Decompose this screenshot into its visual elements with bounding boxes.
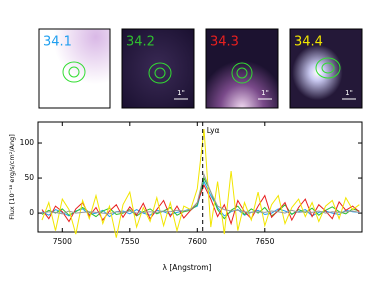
panel-label: 34.1 bbox=[43, 35, 72, 50]
x-tick-label: 7500 bbox=[53, 237, 72, 246]
panel-label: 34.2 bbox=[126, 35, 155, 50]
scale-label: 1" bbox=[345, 89, 353, 97]
y-tick-label: 0 bbox=[29, 208, 34, 217]
x-axis-label: λ [Angstrom] bbox=[163, 263, 212, 272]
spectrum-line bbox=[41, 172, 360, 215]
contour bbox=[321, 62, 335, 74]
contour bbox=[315, 57, 341, 79]
spectrum-line bbox=[41, 128, 360, 238]
contour bbox=[154, 67, 166, 79]
y-tick-label: 100 bbox=[20, 138, 35, 147]
y-axis-label: Flux [10⁻¹⁸ erg/s/cm²/Ang] bbox=[8, 134, 16, 219]
contour bbox=[231, 62, 253, 84]
x-tick-label: 7550 bbox=[120, 237, 139, 246]
lya-label: Lyα bbox=[207, 126, 220, 135]
panel-label: 34.4 bbox=[294, 35, 323, 50]
x-tick-label: 7650 bbox=[255, 237, 274, 246]
thumbnail bbox=[289, 28, 363, 109]
thumbnail bbox=[38, 28, 111, 109]
x-tick-label: 7600 bbox=[188, 237, 207, 246]
plot-frame bbox=[37, 121, 363, 233]
contour bbox=[62, 61, 86, 83]
contour bbox=[68, 66, 80, 78]
panel-label: 34.3 bbox=[210, 35, 239, 50]
thumbnails bbox=[38, 28, 363, 109]
scale-label: 1" bbox=[177, 89, 185, 97]
scale-label: 1" bbox=[261, 89, 269, 97]
spectrum-line bbox=[41, 183, 360, 226]
contour bbox=[148, 62, 172, 84]
contour bbox=[236, 67, 248, 79]
y-tick-label: 50 bbox=[24, 173, 34, 182]
